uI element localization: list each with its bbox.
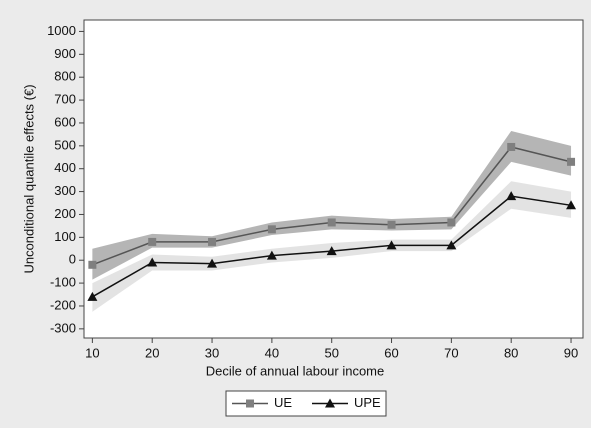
marker <box>267 225 276 234</box>
x-tick-label: 70 <box>444 345 458 360</box>
y-tick-label: 0 <box>69 252 76 267</box>
marker <box>506 191 517 201</box>
y-tick-label: -300 <box>50 320 76 335</box>
marker <box>147 257 158 267</box>
y-tick-label: 1000 <box>47 23 76 38</box>
y-tick-label: 300 <box>54 183 76 198</box>
marker <box>326 246 337 256</box>
x-tick-label: 80 <box>504 345 518 360</box>
x-tick-label: 40 <box>265 345 279 360</box>
legend-marker <box>246 399 254 408</box>
marker <box>387 220 396 229</box>
y-tick-label: 700 <box>54 92 76 107</box>
legend-label: UPE <box>354 395 381 410</box>
x-tick-label: 50 <box>324 345 338 360</box>
y-tick-label: 800 <box>54 69 76 84</box>
marker <box>386 240 397 250</box>
legend-label: UE <box>274 395 292 410</box>
y-axis-label: Unconditional quantile effects (€) <box>21 84 36 273</box>
y-tick-label: 400 <box>54 160 76 175</box>
marker <box>88 260 97 269</box>
marker <box>507 142 516 151</box>
y-tick-label: -200 <box>50 297 76 312</box>
marker <box>567 157 576 166</box>
y-tick-label: 100 <box>54 229 76 244</box>
legend-marker <box>325 398 335 408</box>
marker <box>207 258 218 268</box>
y-tick-label: 900 <box>54 46 76 61</box>
y-tick-label: 500 <box>54 137 76 152</box>
marker <box>446 240 457 250</box>
marker <box>327 218 336 227</box>
y-tick-label: 200 <box>54 206 76 221</box>
marker <box>148 237 157 246</box>
x-tick-label: 30 <box>205 345 219 360</box>
marker <box>87 291 98 301</box>
y-tick-label: -100 <box>50 275 76 290</box>
x-tick-label: 20 <box>145 345 159 360</box>
marker <box>566 200 577 210</box>
x-axis-label: Decile of annual labour income <box>206 363 385 378</box>
plot-area <box>83 19 584 339</box>
x-tick-label: 60 <box>384 345 398 360</box>
marker <box>266 250 277 260</box>
x-tick-label: 90 <box>564 345 578 360</box>
marker <box>208 237 217 246</box>
y-tick-label: 600 <box>54 114 76 129</box>
x-tick-label: 10 <box>85 345 99 360</box>
marker <box>447 218 456 227</box>
